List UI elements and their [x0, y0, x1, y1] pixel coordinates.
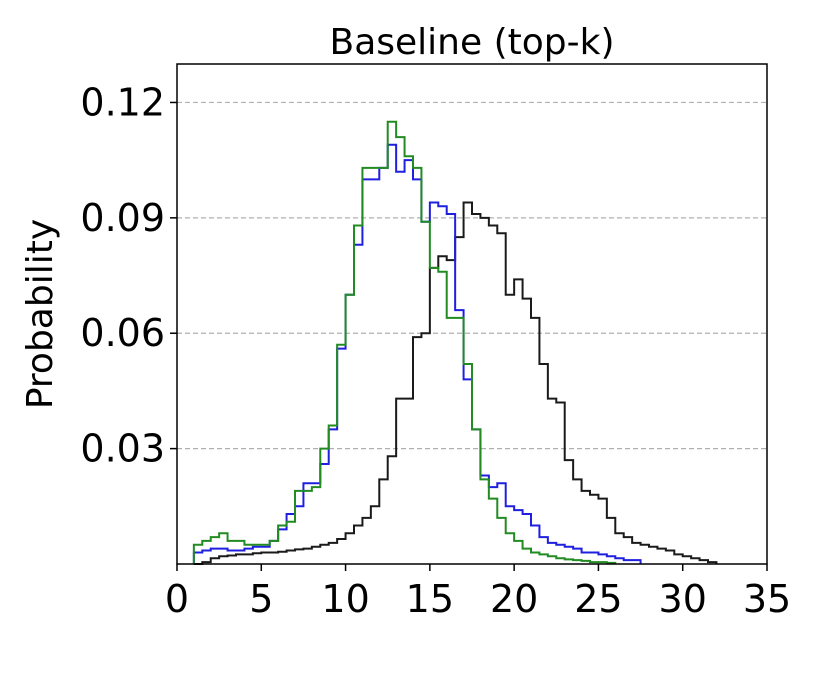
x-tick-label: 0	[165, 577, 189, 621]
series-group	[192, 120, 718, 565]
series-line-2	[192, 143, 642, 564]
x-tick-label: 10	[321, 577, 369, 621]
x-tick-label: 25	[574, 577, 622, 621]
series-line-1	[193, 201, 718, 565]
x-tick-label: 35	[743, 577, 791, 621]
x-tick-label: 30	[659, 577, 707, 621]
axis-ticks: 0.03 0.06 0.09 0.12 0 5 10 15 20 25 30 35	[80, 80, 791, 621]
y-tick-label: 0.06	[80, 311, 165, 355]
y-tick-label: 0.09	[80, 196, 165, 240]
y-axis-label: Probability	[20, 219, 61, 409]
series-line-3	[192, 120, 617, 564]
x-tick-label: 15	[406, 577, 454, 621]
chart-title: Baseline (top-k)	[330, 22, 615, 63]
x-tick-label: 5	[249, 577, 273, 621]
x-tick-label: 20	[490, 577, 538, 621]
plot-frame	[176, 63, 768, 565]
grid-lines	[177, 101, 767, 450]
y-tick-label: 0.12	[80, 80, 165, 124]
y-tick-label: 0.03	[80, 427, 165, 471]
